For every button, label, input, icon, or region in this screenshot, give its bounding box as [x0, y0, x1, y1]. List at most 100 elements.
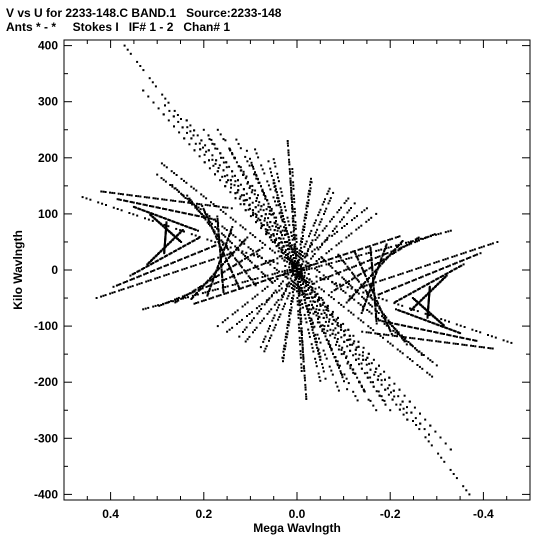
uv-point: [391, 288, 394, 290]
uv-point: [278, 270, 280, 273]
uv-point: [317, 317, 319, 320]
uv-point: [378, 333, 381, 335]
uv-point: [362, 297, 365, 300]
uv-point: [337, 301, 340, 304]
uv-point: [410, 344, 413, 347]
uv-point: [242, 331, 244, 333]
uv-point: [239, 166, 242, 169]
uv-point: [292, 257, 295, 259]
uv-point: [196, 214, 198, 217]
uv-point: [428, 272, 431, 275]
uv-point: [351, 368, 354, 371]
uv-point: [287, 282, 290, 285]
uv-point: [328, 263, 330, 266]
uv-point: [413, 305, 416, 308]
uv-point: [291, 210, 294, 213]
uv-point: [244, 340, 247, 343]
uv-point: [371, 264, 373, 267]
uv-point: [251, 249, 254, 252]
uv-point: [270, 334, 273, 337]
uv-point: [316, 246, 319, 249]
uv-point: [244, 199, 247, 202]
uv-point: [349, 367, 352, 370]
uv-point: [219, 254, 222, 257]
uv-point: [246, 269, 249, 272]
uv-point: [225, 258, 228, 261]
uv-point: [210, 138, 213, 141]
uv-point: [439, 276, 442, 278]
uv-point: [224, 212, 227, 215]
uv-point: [313, 337, 316, 340]
uv-point: [248, 197, 251, 200]
uv-point: [194, 228, 197, 231]
uv-point: [455, 267, 458, 270]
uv-point: [398, 388, 401, 391]
uv-point: [409, 307, 411, 310]
uv-point: [490, 335, 493, 338]
uv-point: [286, 326, 289, 329]
uv-point: [313, 295, 316, 298]
uv-point: [131, 278, 134, 281]
uv-point: [288, 239, 291, 242]
uv-point: [245, 198, 248, 201]
uv-point: [251, 209, 254, 212]
uv-point: [383, 240, 386, 243]
uv-point: [287, 154, 290, 157]
uv-point: [174, 270, 177, 273]
uv-point: [318, 337, 320, 340]
uv-point: [388, 276, 391, 279]
uv-point: [311, 283, 314, 285]
uv-point: [373, 301, 376, 304]
uv-point: [329, 220, 332, 223]
uv-point: [266, 285, 269, 288]
uv-point: [293, 262, 295, 264]
uv-point: [307, 288, 310, 291]
uv-point: [428, 433, 430, 436]
uv-point: [345, 268, 348, 271]
uv-point: [215, 159, 218, 162]
uv-point: [143, 273, 146, 276]
uv-point: [423, 329, 426, 331]
uv-point: [248, 335, 251, 338]
uv-point: [304, 285, 307, 287]
uv-point: [295, 257, 298, 260]
uv-point: [286, 277, 289, 280]
uv-point: [194, 264, 197, 267]
uv-point: [220, 247, 223, 250]
uv-point: [325, 225, 328, 228]
uv-point: [362, 346, 365, 349]
uv-point: [246, 182, 249, 185]
uv-point: [221, 283, 224, 286]
uv-point: [313, 282, 316, 285]
uv-point: [288, 224, 291, 227]
uv-point: [162, 303, 165, 306]
uv-point: [311, 303, 313, 306]
uv-point: [330, 262, 333, 264]
uv-point: [426, 371, 429, 374]
tick-labels: 0.4 0.2 0.0 -0.2 -0.44003002001000-100-200-3…: [34, 39, 494, 521]
uv-point: [241, 241, 243, 244]
uv-point: [332, 298, 335, 301]
uv-point: [421, 367, 424, 370]
uv-point: [284, 241, 286, 244]
uv-point: [290, 194, 293, 197]
uv-point: [258, 181, 261, 184]
uv-point: [357, 258, 360, 261]
uv-point: [310, 325, 313, 328]
uv-point: [374, 304, 377, 307]
uv-point: [372, 291, 375, 294]
x-axis-label: Mega Wavlngth: [253, 521, 341, 535]
uv-point: [385, 316, 388, 319]
uv-point: [340, 284, 343, 287]
uv-point: [324, 239, 327, 242]
uv-point: [240, 287, 243, 290]
uv-point: [321, 278, 324, 281]
uv-point: [104, 191, 107, 193]
uv-point: [452, 473, 455, 475]
uv-point: [279, 313, 282, 316]
uv-point: [269, 325, 271, 327]
uv-point: [340, 240, 343, 243]
uv-point: [139, 274, 142, 277]
uv-point: [222, 284, 224, 287]
uv-point: [180, 230, 183, 233]
